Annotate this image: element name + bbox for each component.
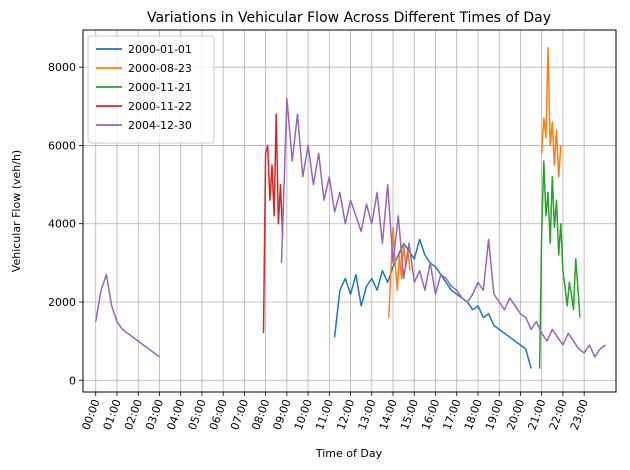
x-tick-label: 06:00 <box>207 398 230 432</box>
x-tick-label: 10:00 <box>292 398 315 432</box>
x-tick-label: 23:00 <box>568 398 591 432</box>
series-lines <box>94 46 606 369</box>
x-tick-label: 11:00 <box>313 398 336 432</box>
legend-label: 2000-11-22 <box>128 100 192 113</box>
x-tick-label: 08:00 <box>249 398 272 432</box>
x-tick-label: 19:00 <box>483 398 506 432</box>
y-axis-ticks: 0 2000 4000 6000 8000 <box>48 61 83 387</box>
x-tick-label: 02:00 <box>122 398 145 432</box>
x-tick-label: 05:00 <box>186 398 209 432</box>
x-tick-label: 04:00 <box>164 398 187 432</box>
x-tick-label: 15:00 <box>398 398 421 432</box>
y-axis-label: Vehicular Flow (veh/h) <box>10 150 23 272</box>
x-axis-ticks: 00:0001:0002:0003:0004:0005:0006:0007:00… <box>80 392 591 432</box>
series-line-2000-01-01 <box>333 238 532 369</box>
y-tick-label: 0 <box>69 374 76 387</box>
x-tick-label: 00:00 <box>80 398 103 432</box>
x-tick-label: 18:00 <box>462 398 485 432</box>
x-tick-label: 03:00 <box>143 398 166 432</box>
x-tick-label: 07:00 <box>228 398 251 432</box>
legend-label: 2004-12-30 <box>128 119 192 132</box>
x-tick-label: 14:00 <box>377 398 400 432</box>
series-line-2004-12-30 <box>94 97 606 358</box>
series-line-2000-11-22 <box>262 113 284 334</box>
y-tick-label: 8000 <box>48 61 76 74</box>
legend-label: 2000-08-23 <box>128 62 192 75</box>
x-tick-label: 21:00 <box>525 398 548 432</box>
x-tick-label: 20:00 <box>504 398 527 432</box>
legend: 2000-01-01 2000-08-23 2000-11-21 2000-11-22… <box>87 35 215 144</box>
y-tick-label: 4000 <box>48 218 76 231</box>
chart-title: Variations in Vehicular Flow Across Diff… <box>147 10 551 26</box>
series-line-2000-11-21 <box>538 160 581 369</box>
x-tick-label: 17:00 <box>440 398 463 432</box>
legend-label: 2000-11-21 <box>128 81 192 94</box>
legend-label: 2000-01-01 <box>128 43 192 56</box>
plot-area-frame <box>82 29 617 393</box>
y-tick-label: 6000 <box>48 139 76 152</box>
x-tick-label: 01:00 <box>101 398 124 432</box>
x-tick-label: 09:00 <box>271 398 294 432</box>
x-tick-label: 12:00 <box>334 398 357 432</box>
legend-box <box>87 35 215 144</box>
y-tick-label: 2000 <box>48 296 76 309</box>
x-tick-label: 13:00 <box>356 398 379 432</box>
x-tick-label: 16:00 <box>419 398 442 432</box>
x-axis-label: Time of Day <box>315 447 383 460</box>
x-tick-label: 22:00 <box>547 398 570 432</box>
